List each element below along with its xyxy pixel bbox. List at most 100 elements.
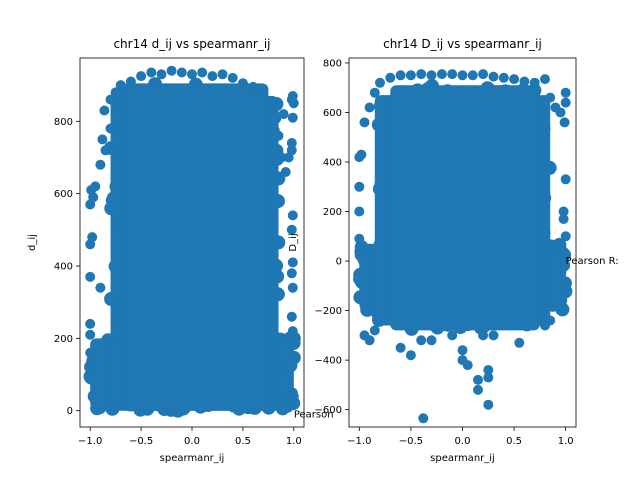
- scatter-point: [509, 74, 520, 85]
- scatter-point: [356, 149, 367, 160]
- y-tick-label: 400: [323, 158, 342, 169]
- scatter-point: [560, 97, 571, 108]
- scatter-point: [156, 69, 167, 80]
- scatter-point: [558, 214, 569, 224]
- scatter-point: [105, 94, 116, 105]
- scatter-point: [462, 360, 473, 371]
- scatter-point: [426, 335, 437, 346]
- scatter-point: [288, 391, 299, 402]
- y-tick-label: −600: [315, 405, 342, 416]
- scatter-point: [418, 413, 429, 424]
- scatter-point: [395, 70, 406, 81]
- scatter-point: [286, 145, 297, 156]
- x-axis-label: spearmanr_ij: [160, 453, 225, 464]
- scatter-point: [560, 174, 571, 185]
- scatter-point: [395, 342, 406, 353]
- scatter-point: [125, 76, 136, 87]
- scatter-point: [273, 130, 284, 141]
- scatter-point: [457, 345, 468, 356]
- scatter-point: [405, 350, 416, 361]
- scatter-point: [136, 71, 147, 82]
- scatter-point: [416, 335, 427, 346]
- scatter-point: [478, 69, 489, 80]
- scatter-point: [237, 78, 248, 89]
- scatter-point: [166, 65, 177, 76]
- scatter-point: [227, 72, 238, 83]
- scatter-point: [110, 87, 121, 98]
- subplot-2: −1.0 −0.5 0.0 0.5 1.0 −600 −400 −200 0 200 400 600 8…: [288, 37, 619, 464]
- scatter-dense-fill: [390, 85, 540, 331]
- x-tick-label: 0.0: [184, 436, 200, 447]
- scatter-point: [95, 159, 106, 170]
- scatter-point: [197, 67, 208, 78]
- y-axis-label: D_ij: [288, 233, 299, 251]
- scatter-point: [105, 123, 116, 134]
- scatter-point: [354, 246, 365, 257]
- scatter-point: [278, 109, 289, 120]
- scatter-point: [560, 280, 571, 291]
- scatter-point: [447, 330, 458, 341]
- annotation: Pearson R:: [566, 256, 619, 267]
- scatter-point: [364, 335, 375, 346]
- scatter-point: [436, 69, 447, 80]
- scatter-point: [176, 67, 187, 78]
- scatter-point: [498, 72, 509, 83]
- scatter-point: [268, 98, 279, 109]
- scatter-point: [478, 330, 489, 341]
- scatter-point: [473, 384, 483, 395]
- scatter-point: [217, 69, 228, 80]
- scatter-point: [405, 70, 416, 81]
- scatter-point: [100, 145, 111, 156]
- scatter-point: [488, 71, 499, 82]
- scatter-point: [286, 358, 297, 369]
- scatter-point: [97, 134, 108, 145]
- x-tick-label: 0.5: [235, 436, 251, 447]
- scatter-point: [560, 87, 571, 98]
- scatter-point: [473, 374, 483, 385]
- scatter-point: [483, 365, 494, 375]
- scatter-point: [287, 326, 298, 337]
- y-tick-label: 600: [323, 108, 342, 119]
- scatter-point: [287, 210, 298, 221]
- scatter-point: [555, 300, 566, 311]
- scatter-point: [248, 81, 259, 92]
- scatter-markers: [83, 65, 301, 418]
- scatter-point: [287, 257, 298, 268]
- scatter-point: [545, 92, 556, 103]
- scatter-point: [426, 70, 437, 81]
- scatter-point: [369, 325, 380, 336]
- y-tick-label: 800: [323, 58, 342, 69]
- scatter-point: [286, 268, 297, 279]
- y-tick-label: 0: [336, 257, 342, 268]
- scatter-point: [540, 74, 550, 85]
- subplot-1: −1.0 −0.5 0.0 0.5 1.0 0 200 400 600 800 chr14 d_ij…: [27, 37, 334, 464]
- scatter-point: [85, 329, 96, 340]
- scatter-point: [115, 80, 126, 91]
- x-tick-label: −1.0: [78, 436, 102, 447]
- scatter-point: [488, 330, 499, 341]
- scatter-point: [287, 282, 298, 293]
- x-tick-label: −0.5: [399, 436, 423, 447]
- scatter-point: [558, 206, 569, 217]
- scatter-point: [354, 181, 365, 192]
- chart-title: chr14 d_ij vs spearmanr_ij: [113, 37, 270, 51]
- y-tick-label: 0: [67, 406, 73, 417]
- scatter-point: [369, 87, 380, 98]
- scatter-point: [87, 232, 98, 243]
- scatter-point: [85, 271, 96, 282]
- scatter-point: [457, 70, 468, 81]
- scatter-point: [560, 231, 571, 242]
- scatter-point: [95, 282, 106, 293]
- y-tick-label: 200: [54, 334, 73, 345]
- scatter-point: [555, 107, 566, 118]
- scatter-point: [286, 138, 297, 148]
- scatter-point: [375, 77, 385, 88]
- scatter-point: [286, 311, 297, 322]
- scatter-point: [187, 69, 197, 80]
- scatter-point: [416, 69, 427, 80]
- scatter-dense-fill: [120, 83, 269, 411]
- y-tick-label: 400: [54, 262, 73, 273]
- x-tick-label: 1.0: [558, 436, 574, 447]
- y-tick-label: 600: [54, 189, 73, 200]
